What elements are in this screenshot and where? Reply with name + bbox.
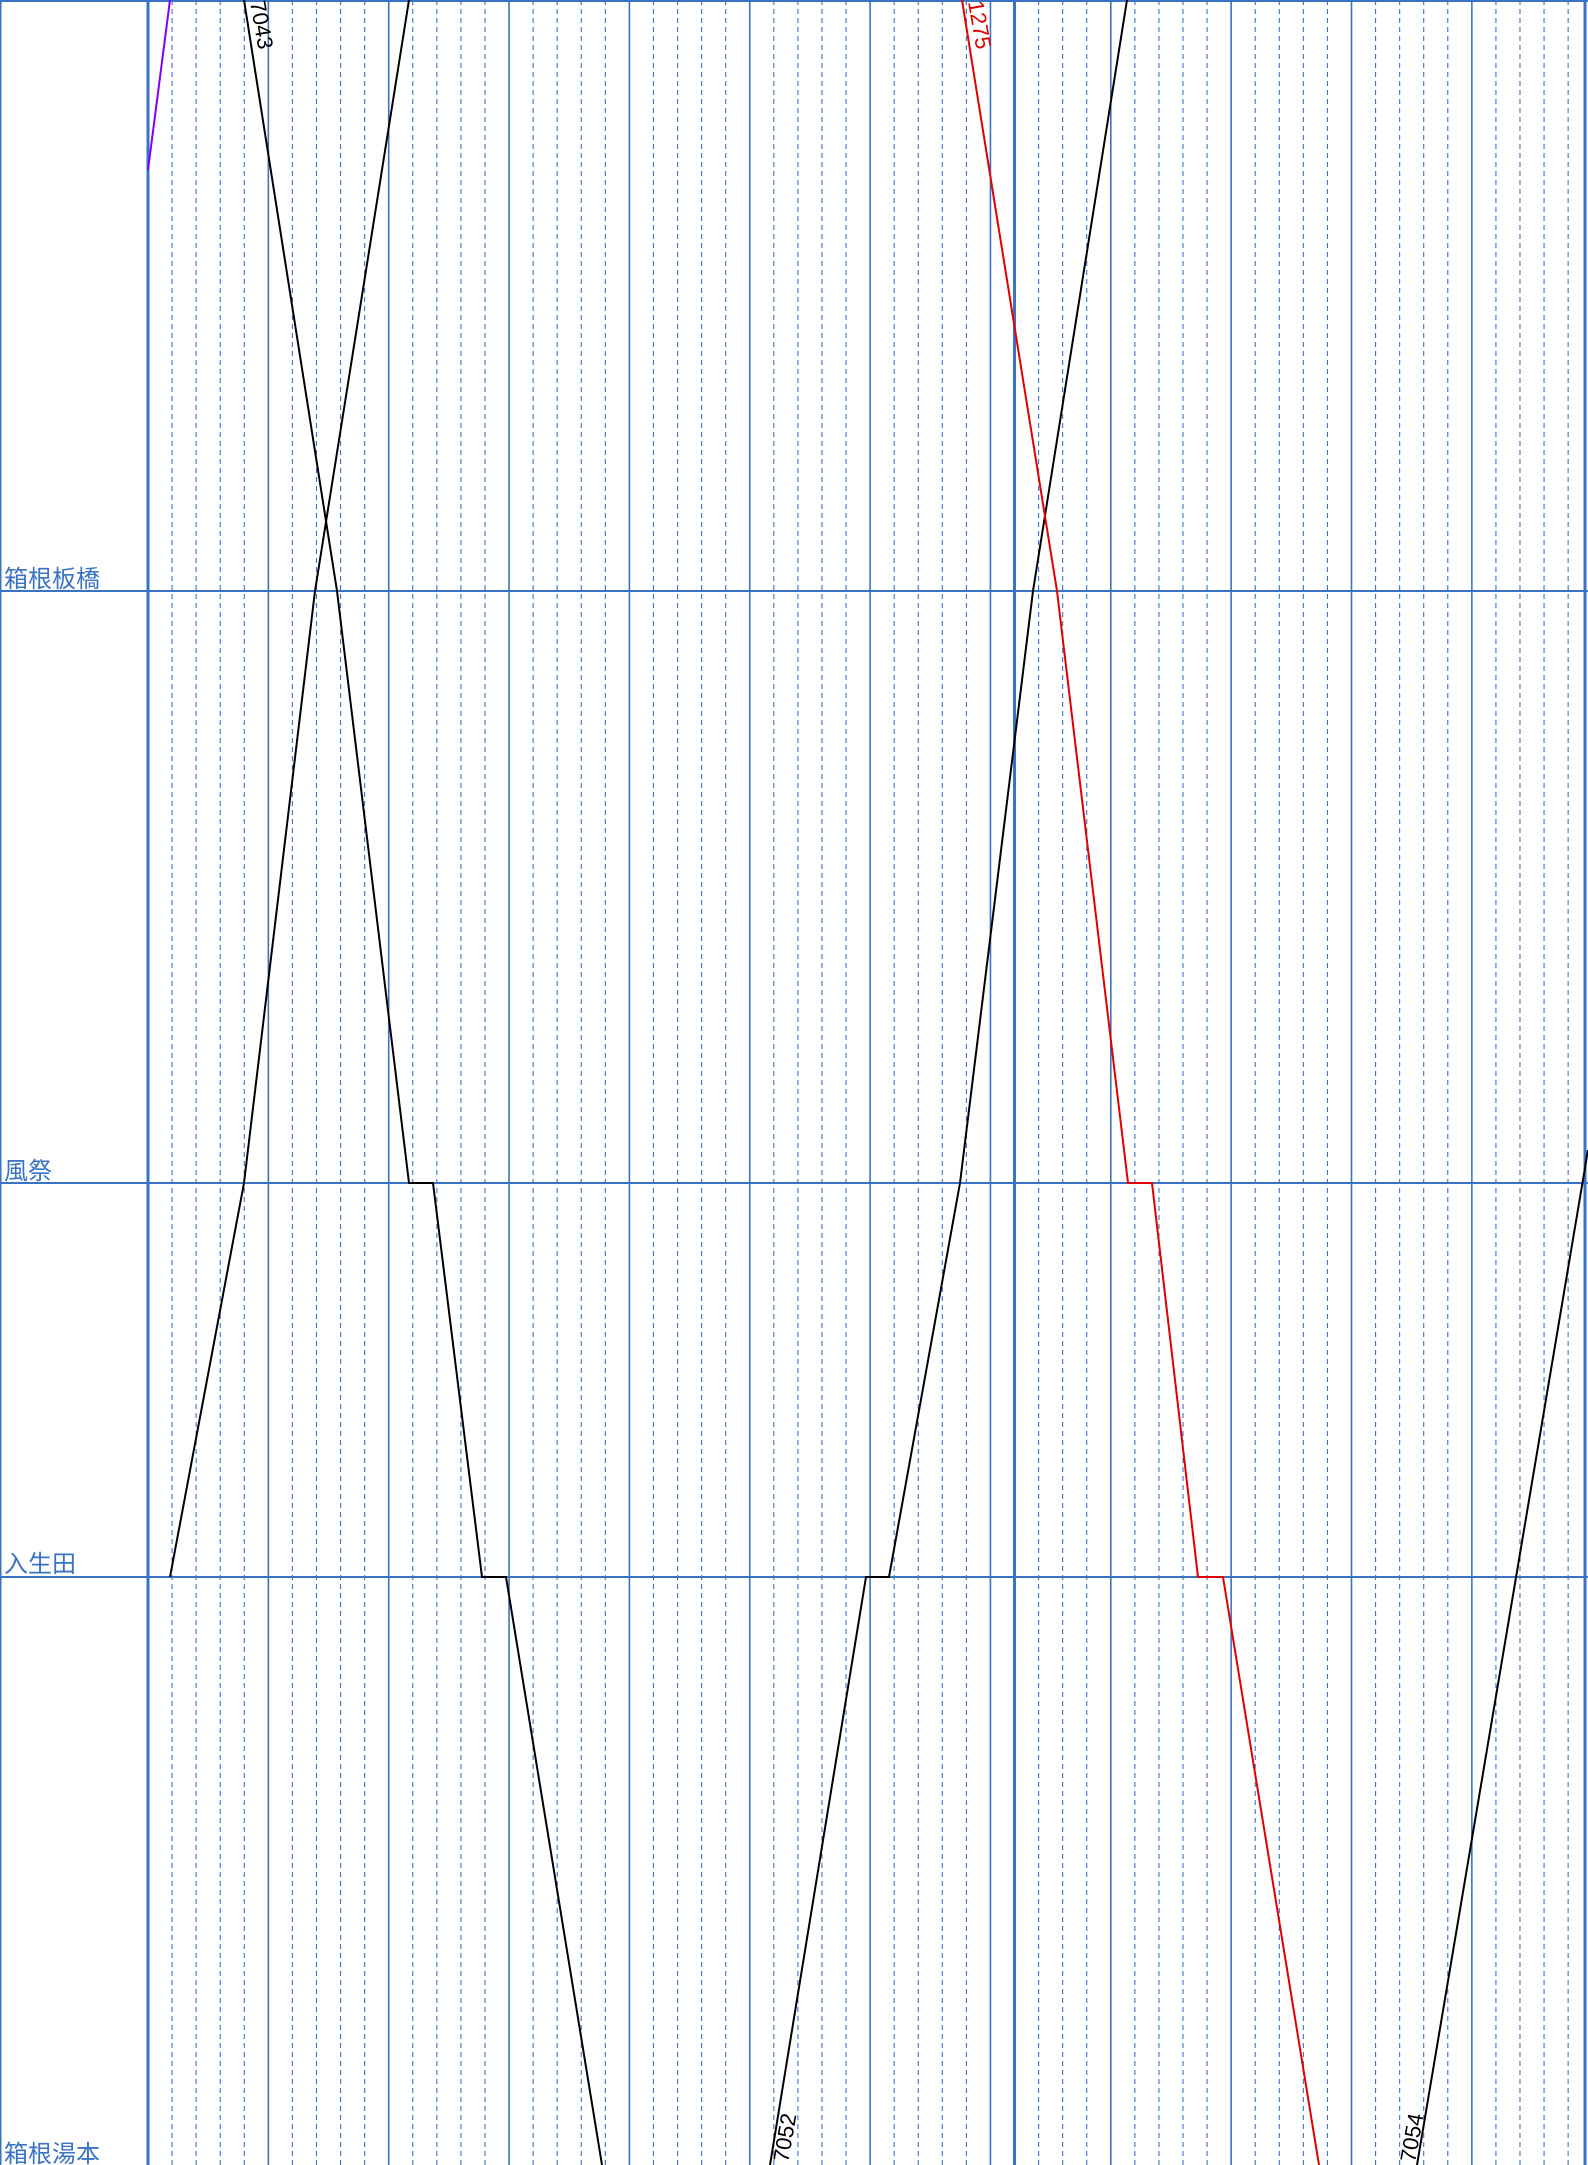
train-path	[1416, 1149, 1588, 2165]
train-path	[169, 0, 410, 1578]
station-label-kazamatsuri: 風祭	[4, 1157, 52, 1185]
train-paths	[147, 0, 1588, 2165]
train-labels: 7043 1275 7052 7054	[245, 0, 1428, 2164]
train-path	[769, 0, 1128, 2165]
station-label-hakone-yumoto: 箱根湯本	[4, 2140, 100, 2165]
station-label-iriuda: 入生田	[4, 1550, 76, 1578]
train-path	[961, 0, 1320, 2165]
ten-minute-gridlines	[267, 0, 1473, 2165]
station-lines	[0, 0, 1588, 1578]
train-path	[243, 0, 603, 2165]
station-label-hakone-itabashi: 箱根板橋	[4, 565, 100, 593]
train-path	[147, 0, 171, 171]
station-labels: 箱根板橋 風祭 入生田 箱根湯本	[4, 565, 100, 2165]
minute-gridlines	[171, 0, 1569, 2165]
